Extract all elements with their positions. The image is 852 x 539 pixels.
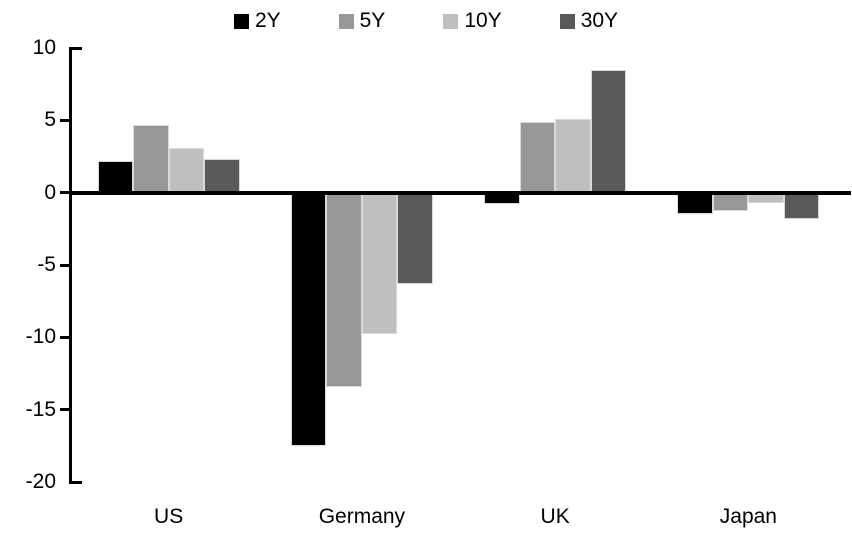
legend: 2Y 5Y 10Y 30Y: [0, 8, 852, 34]
bar-germany-10y: [361, 192, 398, 335]
y-tick-mark: [60, 408, 69, 412]
bar-germany-5y: [326, 192, 362, 387]
bar-uk-5y: [519, 121, 556, 193]
bar-japan-5y: [712, 192, 749, 212]
bar-us-2y: [97, 160, 134, 193]
legend-item-30y: 30Y: [559, 9, 619, 32]
legend-label: 2Y: [254, 9, 281, 32]
legend-swatch-icon: [443, 13, 459, 29]
bar-us-30y: [204, 159, 240, 193]
legend-label: 30Y: [580, 9, 619, 32]
y-tick-label: -15: [25, 397, 56, 421]
legend-swatch-icon: [233, 13, 249, 29]
legend-label: 5Y: [359, 9, 386, 32]
bar-uk-30y: [590, 69, 627, 193]
legend-swatch-icon: [559, 13, 575, 29]
x-axis-label-japan: Japan: [719, 505, 777, 528]
y-axis-line: [69, 46, 72, 484]
legend-label: 10Y: [464, 9, 502, 32]
y-tick-label: -5: [37, 253, 56, 276]
legend-swatch-icon: [338, 13, 354, 29]
y-tick-label: -10: [25, 325, 56, 349]
y-tick-mark: [71, 480, 82, 484]
y-tick-mark: [60, 118, 69, 122]
x-axis-label-uk: UK: [540, 505, 570, 528]
y-tick-label: 0: [44, 180, 56, 204]
bar-japan-30y: [783, 192, 820, 219]
legend-item-2y: 2Y: [233, 9, 281, 32]
x-axis-label-germany: Germany: [318, 505, 406, 528]
bar-uk-10y: [555, 118, 591, 193]
legend-item-5y: 5Y: [338, 9, 386, 32]
bar-us-5y: [133, 124, 169, 193]
legend-item-10y: 10Y: [443, 9, 502, 32]
bar-germany-2y: [290, 192, 327, 446]
y-tick-mark: [60, 263, 69, 267]
bar-us-10y: [168, 147, 205, 193]
y-tick-label: 5: [44, 108, 56, 132]
bar-japan-2y: [677, 192, 713, 215]
zero-line: [69, 190, 851, 195]
y-tick-label: 10: [32, 36, 56, 59]
y-tick-mark: [60, 191, 69, 195]
y-tick-mark: [60, 335, 69, 339]
y-tick-mark: [71, 46, 82, 50]
y-tick-label: -20: [25, 470, 56, 493]
bar-germany-30y: [397, 192, 433, 284]
x-axis-label-us: US: [154, 505, 184, 528]
